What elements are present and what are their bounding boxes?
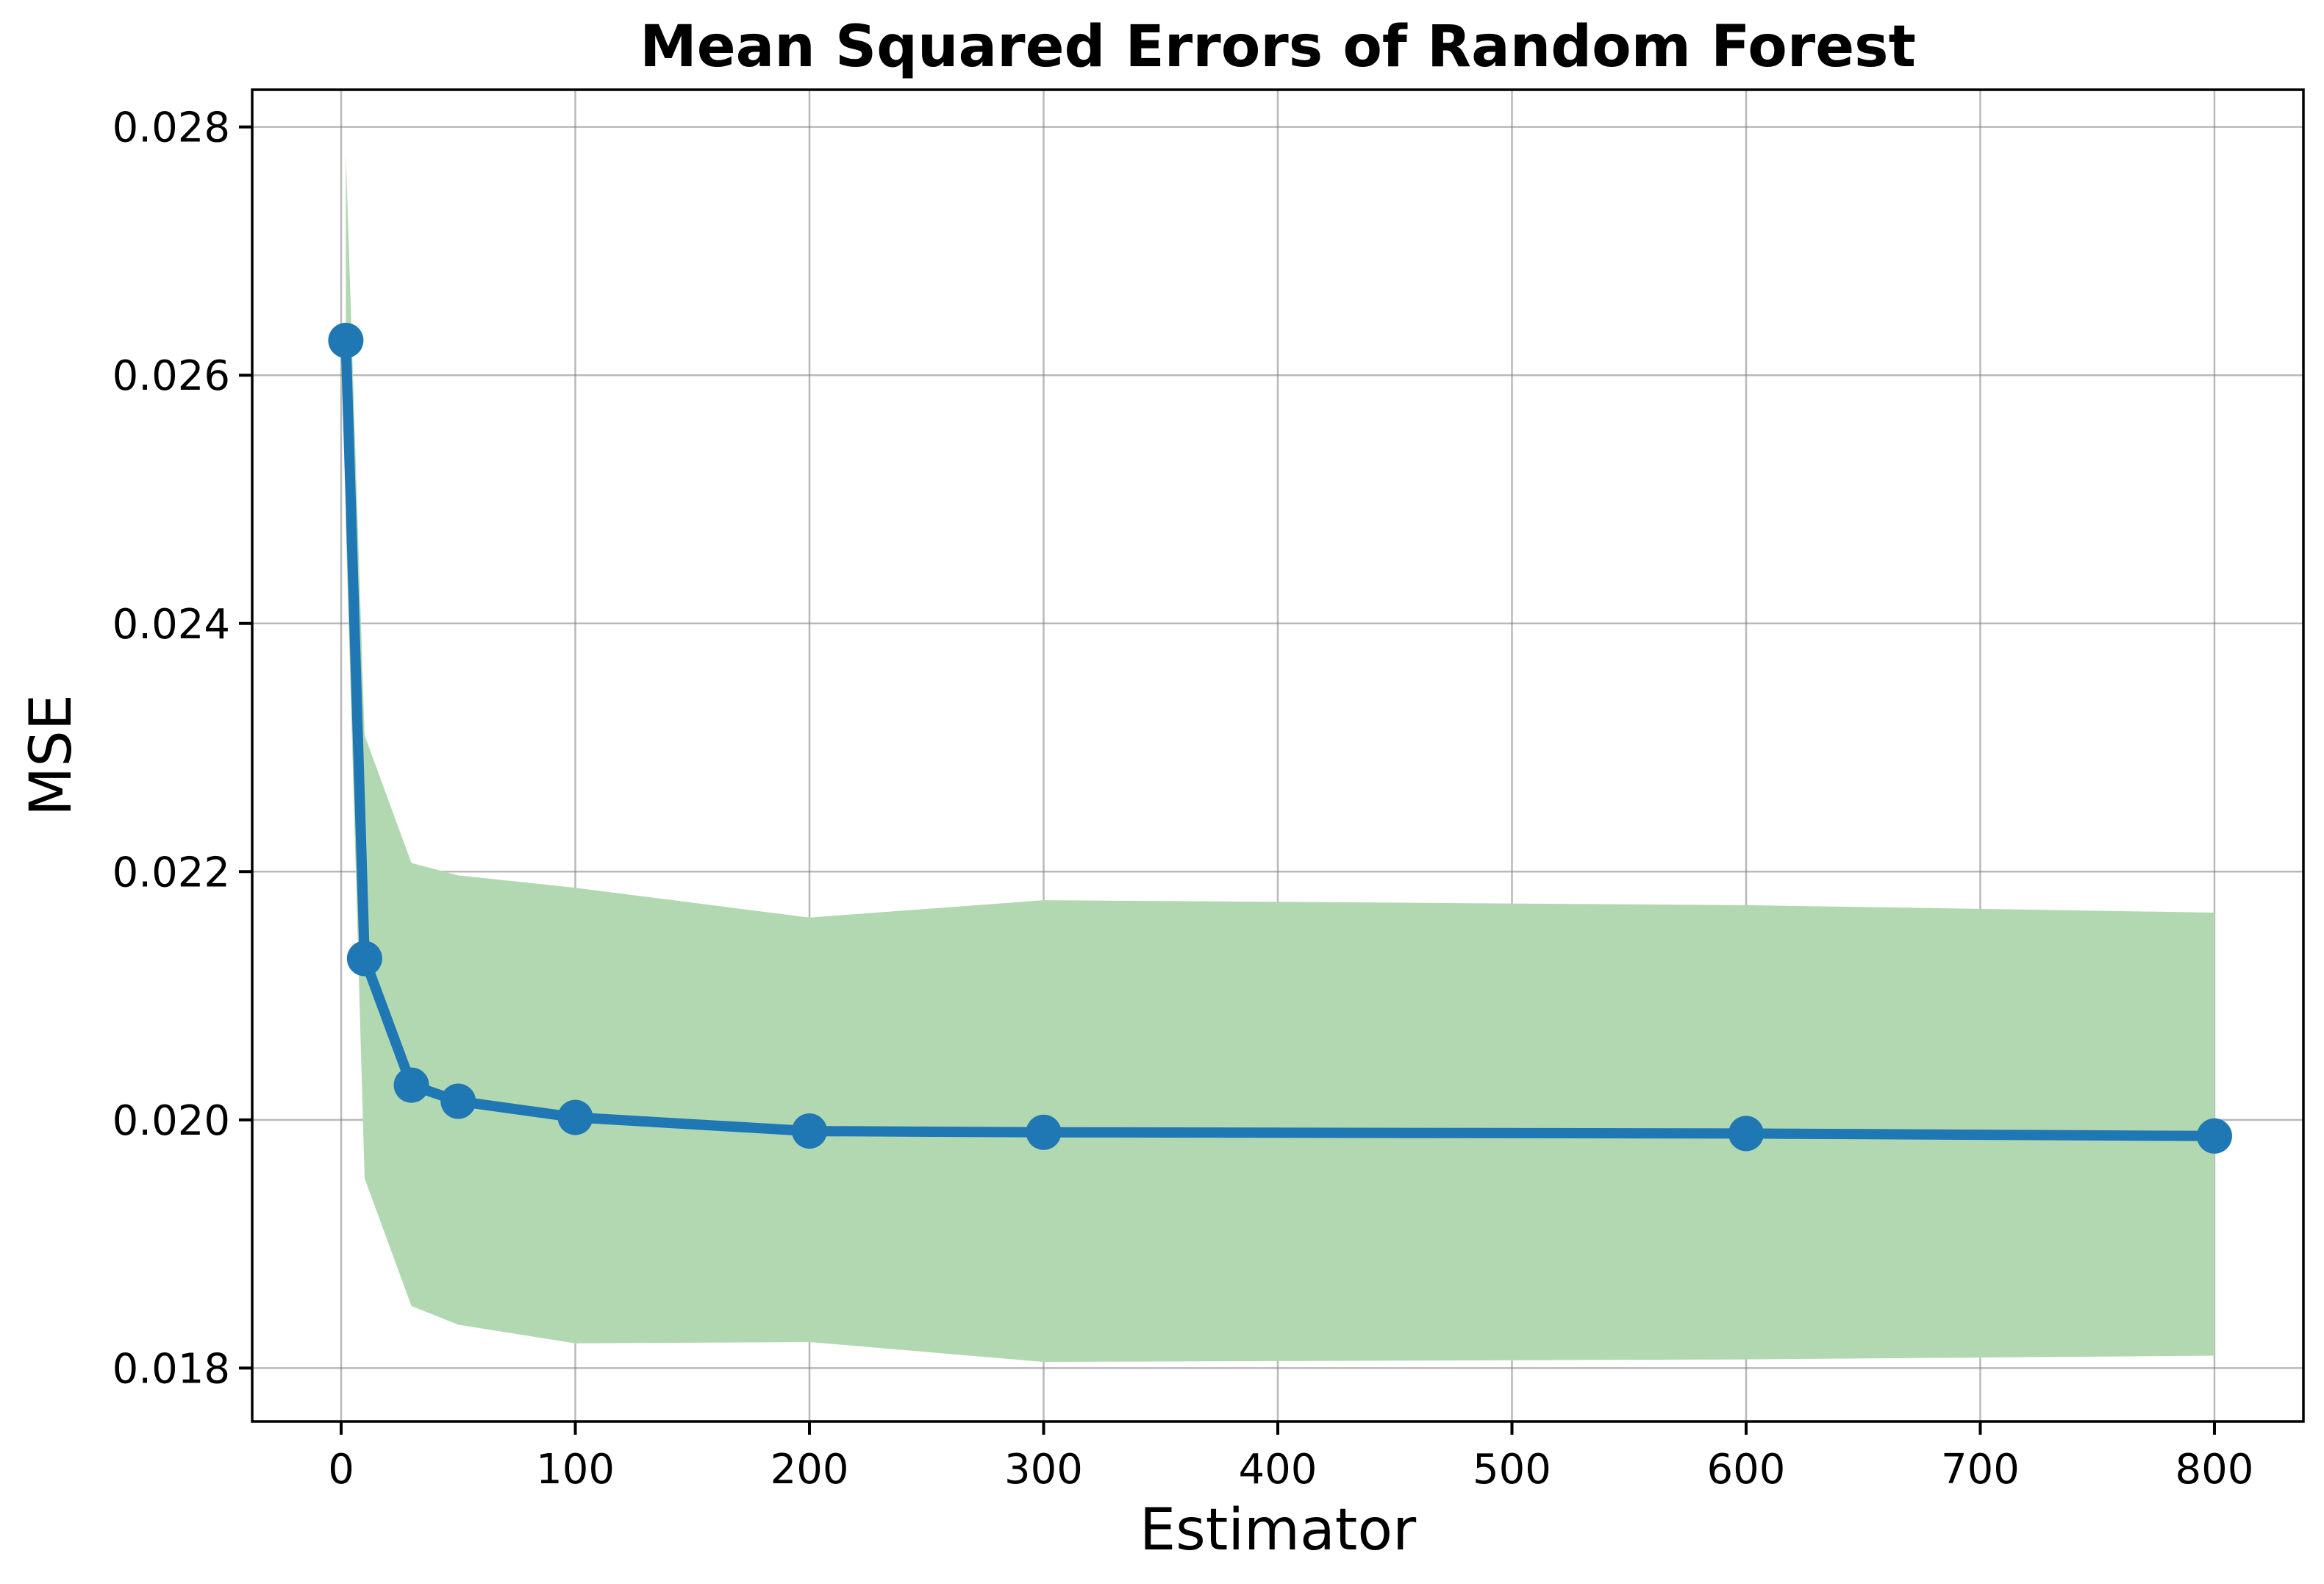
- y-axis-label: MSE: [18, 694, 85, 816]
- x-tick-label-8: 800: [2175, 1446, 2254, 1494]
- data-point-1: [346, 941, 382, 977]
- data-point-2: [393, 1067, 429, 1103]
- y-tick-label-1: 0.020: [112, 1097, 230, 1145]
- x-tick-label-7: 700: [1941, 1446, 2020, 1494]
- x-tick-label-2: 200: [771, 1446, 849, 1494]
- x-tick-label-0: 0: [328, 1446, 354, 1494]
- data-point-5: [792, 1113, 828, 1149]
- data-point-6: [1026, 1114, 1062, 1150]
- x-tick-label-6: 600: [1707, 1446, 1786, 1494]
- y-tick-label-4: 0.026: [112, 352, 230, 400]
- y-axis-ticks: 0.018 0.020 0.022 0.024 0.026 0.028: [112, 104, 252, 1393]
- x-axis-ticks: 0 100 200 300 400 500 600 700 800: [328, 1421, 2253, 1494]
- y-tick-label-2: 0.022: [112, 849, 230, 896]
- data-markers: [328, 322, 2232, 1154]
- y-tick-label-5: 0.028: [112, 104, 230, 152]
- data-point-0: [328, 322, 364, 358]
- y-tick-label-0: 0.018: [112, 1345, 230, 1393]
- data-point-7: [1728, 1116, 1764, 1152]
- data-point-4: [557, 1099, 593, 1135]
- data-point-3: [440, 1083, 476, 1119]
- x-tick-label-4: 400: [1239, 1446, 1317, 1494]
- x-axis-label: Estimator: [1140, 1497, 1417, 1563]
- x-tick-label-5: 500: [1473, 1446, 1551, 1494]
- error-band: [346, 154, 2215, 1362]
- chart-title: Mean Squared Errors of Random Forest: [640, 14, 1916, 80]
- data-point-8: [2196, 1118, 2232, 1154]
- y-tick-label-3: 0.024: [112, 601, 230, 649]
- x-tick-label-3: 300: [1004, 1446, 1083, 1494]
- x-tick-label-1: 100: [536, 1446, 615, 1494]
